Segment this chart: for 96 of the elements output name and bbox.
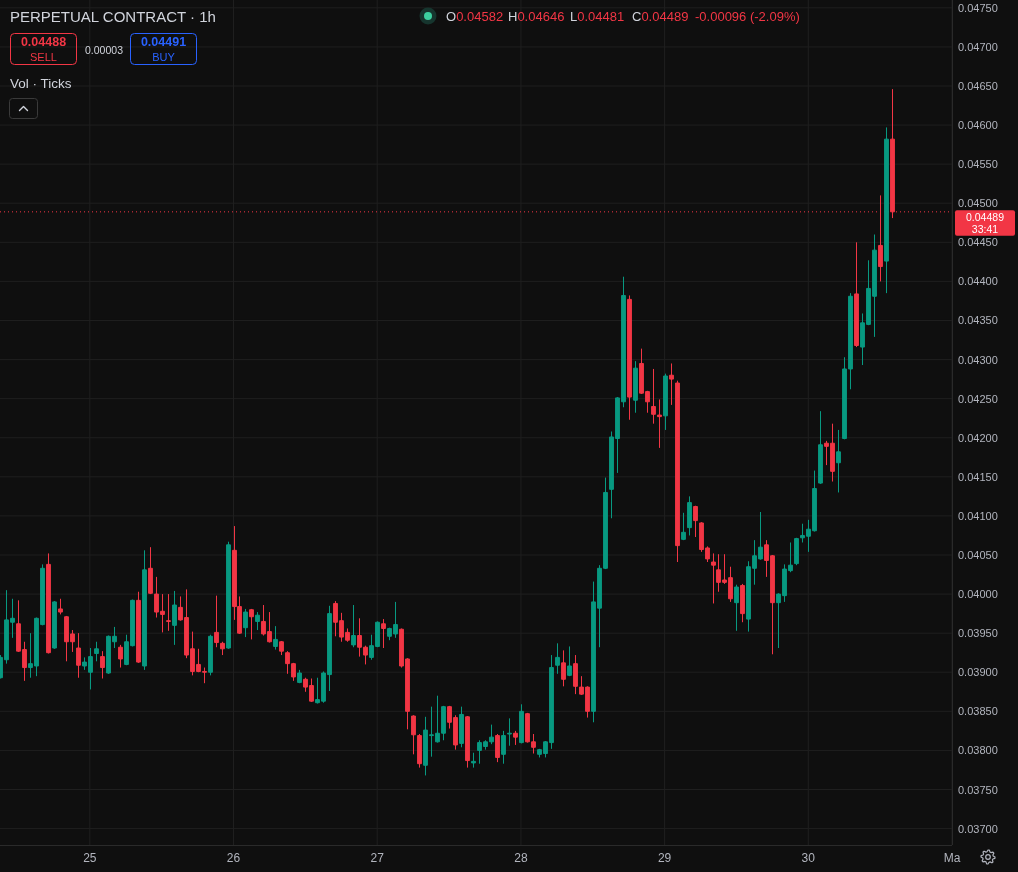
annotation: 0.04488 (20, 35, 67, 49)
x-tick-label: 26 (226, 851, 241, 865)
y-tick-label: 0.04150 (958, 470, 998, 483)
candlestick (794, 537, 799, 566)
candlestick (687, 495, 692, 536)
candlestick (669, 362, 674, 406)
y-tick-label: 0.04700 (958, 40, 998, 53)
candlestick (495, 733, 500, 763)
candlestick (740, 583, 745, 623)
candlestick (513, 730, 518, 746)
candlestick (507, 717, 512, 747)
annotation: SELL (30, 51, 57, 63)
candlestick (273, 625, 278, 651)
candlestick (561, 649, 566, 687)
x-tick-label: 29 (657, 851, 672, 865)
candlestick (381, 618, 386, 649)
candlestick (243, 608, 248, 638)
candlestick (459, 706, 464, 748)
candlestick (471, 752, 476, 769)
y-tick-label: 0.04750 (958, 1, 998, 14)
y-tick-label: 0.04100 (958, 509, 998, 522)
candlestick (226, 541, 231, 650)
candlestick (100, 650, 105, 679)
candlestick (411, 714, 416, 755)
y-tick-label: 0.04300 (958, 353, 998, 366)
candlestick (663, 373, 668, 431)
candlestick (220, 641, 225, 656)
candlestick (249, 608, 254, 640)
x-tick-label: 25 (83, 851, 97, 865)
candlestick (884, 126, 889, 294)
candlestick (142, 549, 147, 671)
x-tick-label: 30 (801, 851, 816, 865)
candlestick (166, 593, 171, 632)
y-tick-label: 0.03700 (958, 822, 998, 835)
annotation: BUY (152, 51, 176, 63)
annotation: C0.04489 (632, 8, 689, 24)
annotation: L0.04481 (570, 8, 625, 24)
candlestick (711, 552, 716, 604)
y-tick-label: 0.04000 (958, 588, 998, 601)
candlestick (501, 730, 506, 765)
candlestick (818, 410, 823, 485)
y-tick-label: 0.03850 (958, 705, 998, 718)
y-tick-label: 0.03900 (958, 666, 998, 679)
y-tick-label: 0.03800 (958, 744, 998, 757)
candlestick (854, 241, 859, 348)
candlestick (633, 360, 638, 414)
candlestick (58, 598, 63, 615)
candlestick (465, 715, 470, 769)
y-tick-label: 0.04250 (958, 392, 998, 405)
annotation: H0.04646 (508, 8, 565, 24)
y-tick-label: 0.04350 (958, 314, 998, 327)
candlestick (118, 644, 123, 669)
candlestick (693, 505, 698, 538)
candlestick (627, 294, 632, 421)
annotation: O0.04582 (446, 8, 504, 24)
ref-line-label: 0.04489 (966, 211, 1005, 224)
candlestick (519, 703, 524, 744)
annotation: 0.04491 (140, 35, 187, 49)
y-tick-label: 0.04500 (958, 197, 998, 210)
y-tick-label: 0.04650 (958, 79, 998, 92)
candlestick (172, 590, 177, 646)
y-tick-label: 0.04450 (958, 236, 998, 249)
candlestick (836, 429, 841, 493)
text: PERPETUAL CONTRACT · 1h (10, 7, 216, 25)
text: 33:41 (971, 223, 999, 236)
candlestick (76, 632, 81, 679)
y-tick-label: 0.04550 (958, 158, 998, 171)
candlestick (734, 584, 739, 632)
y-tick-label: 0.04050 (958, 549, 998, 561)
y-tick-label: 0.03750 (958, 783, 998, 796)
candlestick (351, 604, 356, 648)
candlestick (681, 512, 686, 541)
candlestick (417, 733, 422, 769)
annotation: Vol · Ticks (10, 75, 72, 91)
annotation: 0.00003 (85, 43, 124, 56)
candlestick (208, 634, 213, 676)
y-tick-label: 0.04600 (958, 119, 998, 132)
candlestick (214, 595, 219, 648)
candlestick (136, 591, 141, 664)
annotation: -0.00096 (-2.09%) (695, 8, 800, 24)
candlestick (297, 669, 302, 684)
candlestick (555, 642, 560, 675)
x-tick-label: 28 (514, 851, 528, 865)
y-tick-label: 0.04400 (958, 275, 998, 288)
candlestick (94, 641, 99, 662)
candlestick (46, 552, 51, 654)
y-tick-label: 0.04200 (958, 431, 998, 444)
candlestick (675, 380, 680, 563)
x-tick-label: Ma (943, 851, 961, 865)
y-tick-label: 0.03950 (958, 627, 998, 640)
x-tick-label: 27 (370, 851, 385, 865)
candlestick (567, 645, 572, 677)
candlestick (279, 640, 284, 656)
candlestick (52, 600, 57, 650)
candlestick (255, 611, 260, 631)
candlestick (878, 194, 883, 282)
